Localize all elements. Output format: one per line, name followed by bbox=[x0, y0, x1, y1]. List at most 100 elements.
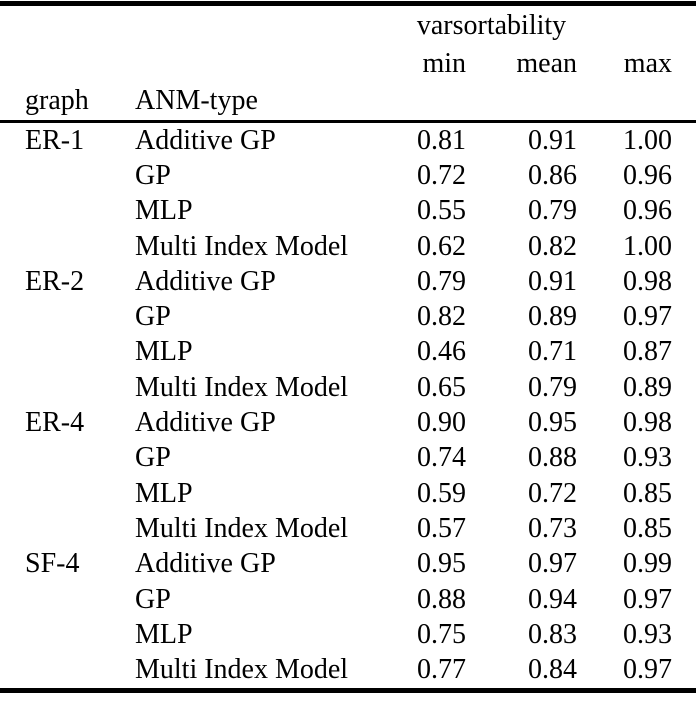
header-max: max bbox=[623, 47, 673, 79]
table-row: ER-2 Additive GP 0.79 0.91 0.98 bbox=[0, 264, 696, 299]
anm-type-cell: GP bbox=[135, 442, 171, 474]
max-cell: 0.96 bbox=[623, 159, 673, 191]
empty-cell bbox=[577, 4, 696, 47]
graph-cell bbox=[0, 476, 110, 511]
graph-cell bbox=[0, 617, 110, 652]
empty-cell bbox=[110, 4, 406, 47]
table-row: Multi Index Model 0.57 0.73 0.85 bbox=[0, 511, 696, 546]
min-cell: 0.88 bbox=[417, 583, 466, 615]
mean-cell: 0.72 bbox=[528, 477, 578, 509]
min-cell: 0.90 bbox=[417, 407, 466, 439]
table-body: ER-1 Additive GP 0.81 0.91 1.00 GP 0.72 … bbox=[0, 122, 696, 691]
graph-cell bbox=[0, 370, 110, 405]
mean-cell: 0.73 bbox=[528, 512, 578, 544]
graph-cell bbox=[0, 335, 110, 370]
header-cols-row: graph ANM-type bbox=[0, 81, 696, 123]
max-cell: 0.87 bbox=[623, 336, 673, 368]
anm-type-cell: Multi Index Model bbox=[135, 230, 349, 262]
anm-type-cell: Additive GP bbox=[135, 548, 276, 580]
empty-cell bbox=[0, 46, 110, 81]
max-cell: 0.97 bbox=[623, 301, 673, 333]
anm-type-cell: GP bbox=[135, 159, 171, 191]
table-row: ER-1 Additive GP 0.81 0.91 1.00 bbox=[0, 122, 696, 159]
graph-cell bbox=[0, 652, 110, 690]
anm-type-cell: GP bbox=[135, 301, 171, 333]
min-cell: 0.57 bbox=[417, 512, 466, 544]
max-cell: 1.00 bbox=[623, 124, 673, 156]
anm-type-cell: GP bbox=[135, 583, 171, 615]
max-cell: 0.97 bbox=[623, 583, 673, 615]
header-anm-type: ANM-type bbox=[110, 81, 406, 123]
mean-cell: 0.82 bbox=[528, 230, 578, 262]
table-row: SF-4 Additive GP 0.95 0.97 0.99 bbox=[0, 547, 696, 582]
graph-cell: ER-4 bbox=[25, 407, 85, 439]
min-cell: 0.75 bbox=[417, 618, 466, 650]
graph-cell bbox=[0, 441, 110, 476]
anm-type-cell: Multi Index Model bbox=[135, 512, 349, 544]
empty-cell bbox=[577, 81, 696, 123]
mean-cell: 0.79 bbox=[528, 371, 578, 403]
mean-cell: 0.95 bbox=[528, 407, 578, 439]
table-row: Multi Index Model 0.65 0.79 0.89 bbox=[0, 370, 696, 405]
table-row: MLP 0.75 0.83 0.93 bbox=[0, 617, 696, 652]
table-row: GP 0.74 0.88 0.93 bbox=[0, 441, 696, 476]
max-cell: 0.85 bbox=[623, 477, 673, 509]
mean-cell: 0.88 bbox=[528, 442, 578, 474]
min-cell: 0.65 bbox=[417, 371, 466, 403]
min-cell: 0.77 bbox=[417, 654, 466, 686]
empty-cell bbox=[466, 81, 578, 123]
table-row: Multi Index Model 0.77 0.84 0.97 bbox=[0, 652, 696, 690]
mean-cell: 0.91 bbox=[528, 265, 578, 297]
graph-cell: ER-1 bbox=[25, 124, 85, 156]
header-mean: mean bbox=[516, 47, 578, 79]
empty-cell bbox=[0, 4, 110, 47]
table-row: MLP 0.59 0.72 0.85 bbox=[0, 476, 696, 511]
table-row: ER-4 Additive GP 0.90 0.95 0.98 bbox=[0, 405, 696, 440]
min-cell: 0.46 bbox=[417, 336, 466, 368]
max-cell: 0.96 bbox=[623, 195, 673, 227]
mean-cell: 0.97 bbox=[528, 548, 578, 580]
min-cell: 0.62 bbox=[417, 230, 466, 262]
min-cell: 0.74 bbox=[417, 442, 466, 474]
min-cell: 0.79 bbox=[417, 265, 466, 297]
table-row: MLP 0.46 0.71 0.87 bbox=[0, 335, 696, 370]
table-row: GP 0.82 0.89 0.97 bbox=[0, 299, 696, 334]
header-varsortability: varsortability bbox=[416, 10, 567, 41]
table-row: GP 0.72 0.86 0.96 bbox=[0, 158, 696, 193]
graph-cell bbox=[0, 229, 110, 264]
mean-cell: 0.91 bbox=[528, 124, 578, 156]
max-cell: 0.98 bbox=[623, 407, 673, 439]
mean-cell: 0.71 bbox=[528, 336, 578, 368]
max-cell: 0.93 bbox=[623, 442, 673, 474]
mean-cell: 0.94 bbox=[528, 583, 578, 615]
empty-cell bbox=[406, 81, 466, 123]
anm-type-cell: Multi Index Model bbox=[135, 654, 349, 686]
max-cell: 0.89 bbox=[623, 371, 673, 403]
table-row: Multi Index Model 0.62 0.82 1.00 bbox=[0, 229, 696, 264]
anm-type-cell: Additive GP bbox=[135, 265, 276, 297]
mean-cell: 0.84 bbox=[528, 654, 578, 686]
max-cell: 0.99 bbox=[623, 548, 673, 580]
anm-type-cell: MLP bbox=[135, 618, 193, 650]
mean-cell: 0.83 bbox=[528, 618, 578, 650]
mean-cell: 0.86 bbox=[528, 159, 578, 191]
min-cell: 0.59 bbox=[417, 477, 466, 509]
min-cell: 0.72 bbox=[417, 159, 466, 191]
min-cell: 0.95 bbox=[417, 548, 466, 580]
graph-cell: ER-2 bbox=[25, 265, 85, 297]
mean-cell: 0.79 bbox=[528, 195, 578, 227]
anm-type-cell: Additive GP bbox=[135, 124, 276, 156]
min-cell: 0.55 bbox=[417, 195, 466, 227]
graph-cell bbox=[0, 582, 110, 617]
min-cell: 0.81 bbox=[417, 124, 466, 156]
max-cell: 1.00 bbox=[623, 230, 673, 262]
anm-type-cell: MLP bbox=[135, 195, 193, 227]
anm-type-cell: Multi Index Model bbox=[135, 371, 349, 403]
max-cell: 0.97 bbox=[623, 654, 673, 686]
mean-cell: 0.89 bbox=[528, 301, 578, 333]
graph-cell bbox=[0, 511, 110, 546]
header-stats-row: min mean max bbox=[0, 46, 696, 81]
header-group-row: varsortability bbox=[0, 4, 696, 47]
table-row: MLP 0.55 0.79 0.96 bbox=[0, 194, 696, 229]
header-min: min bbox=[422, 47, 466, 79]
